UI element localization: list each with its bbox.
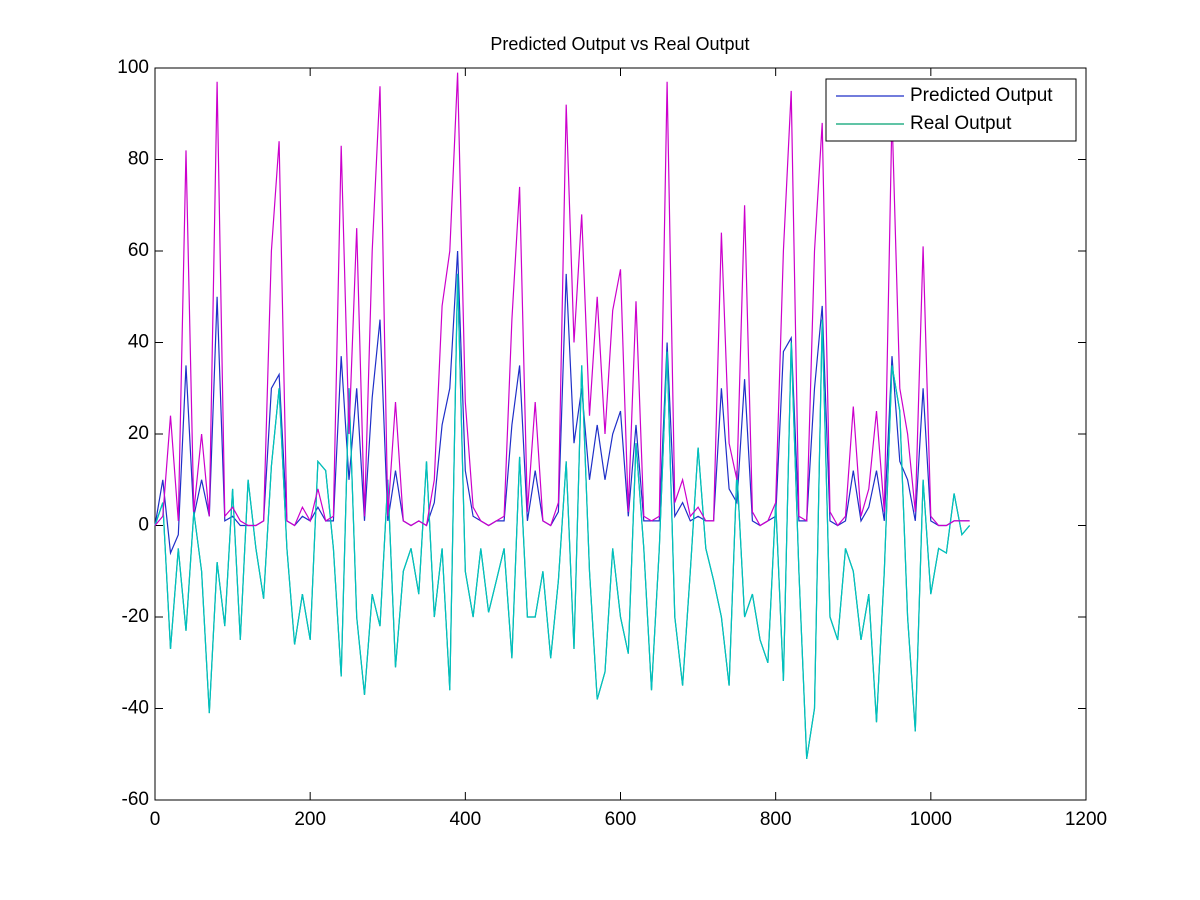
x-tick-label: 400 [449, 809, 481, 830]
plot-frame [154, 67, 1087, 801]
y-tick-label: -60 [122, 789, 149, 810]
legend-box [825, 78, 1077, 142]
y-tick-label: 40 [128, 332, 149, 353]
x-tick-label: 200 [294, 809, 326, 830]
x-tick-label: 800 [760, 809, 792, 830]
y-tick-label: 0 [138, 515, 149, 536]
chart-title: Predicted Output vs Real Output [490, 34, 749, 54]
series-line [154, 273, 971, 759]
y-tick-label: 100 [117, 57, 149, 78]
y-tick-label: 80 [128, 149, 149, 170]
legend-label: Real Output [910, 113, 1012, 134]
y-tick-label: 60 [128, 240, 149, 261]
series-line [154, 72, 970, 527]
y-tick-label: 20 [128, 423, 149, 444]
x-tick-label: 1000 [910, 809, 952, 830]
y-tick-label: -40 [122, 698, 149, 719]
legend-label: Predicted Output [910, 85, 1053, 106]
y-tick-label: -20 [122, 606, 149, 627]
x-tick-label: 600 [605, 809, 637, 830]
x-tick-label: 1200 [1065, 809, 1107, 830]
x-tick-label: 0 [150, 809, 161, 830]
